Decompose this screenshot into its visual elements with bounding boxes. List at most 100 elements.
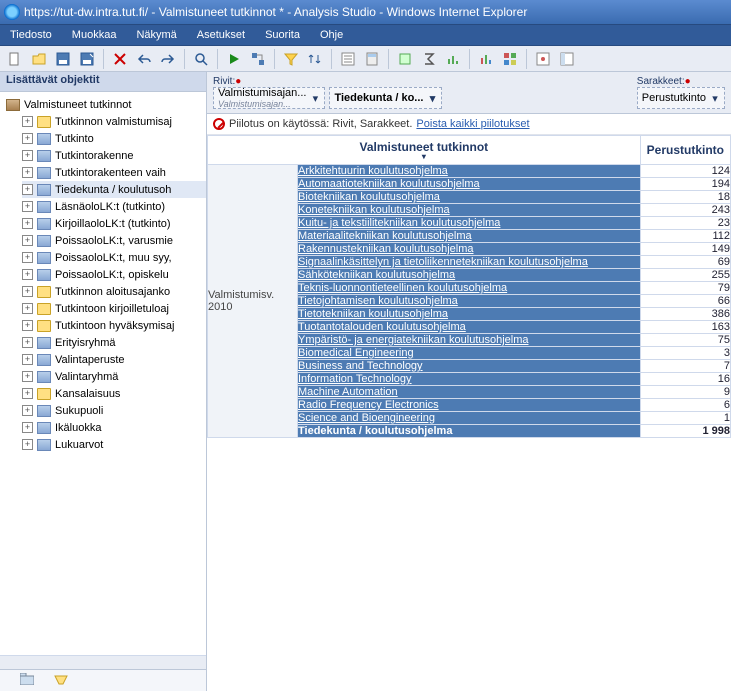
delete-icon[interactable] xyxy=(109,48,131,70)
row-label-cell[interactable]: Tietotekniikan koulutusohjelma xyxy=(298,308,641,321)
tree-item[interactable]: +Valintaryhmä xyxy=(22,368,206,385)
tree-item[interactable]: +Lukuarvot xyxy=(22,436,206,453)
expand-icon[interactable]: + xyxy=(22,354,33,365)
row-label-cell[interactable]: Rakennustekniikan koulutusohjelma xyxy=(298,243,641,256)
expand-icon[interactable]: + xyxy=(22,269,33,280)
pivot-icon[interactable] xyxy=(247,48,269,70)
palette-icon[interactable] xyxy=(499,48,521,70)
saveas-icon[interactable] xyxy=(76,48,98,70)
chart-icon[interactable] xyxy=(475,48,497,70)
tree-item[interactable]: +Valintaperuste xyxy=(22,351,206,368)
expand-icon[interactable]: + xyxy=(22,184,33,195)
row-label-link[interactable]: Radio Frequency Electronics xyxy=(298,399,439,411)
expand-icon[interactable]: + xyxy=(22,337,33,348)
table-row[interactable]: Valmistumisv. 2010Arkkitehtuurin koulutu… xyxy=(208,165,731,178)
sort-icon[interactable] xyxy=(304,48,326,70)
tree-item[interactable]: +Tutkintoon hyväksymisaj xyxy=(22,317,206,334)
tree-item[interactable]: +Tutkintorakenteen vaih xyxy=(22,164,206,181)
tree-item[interactable]: +Ikäluokka xyxy=(22,419,206,436)
row-label-cell[interactable]: Ympäristö- ja energiatekniikan koulutuso… xyxy=(298,334,641,347)
row-label-cell[interactable]: Konetekniikan koulutusohjelma xyxy=(298,204,641,217)
menu-nakyma[interactable]: Näkymä xyxy=(126,29,186,41)
expand-icon[interactable]: + xyxy=(22,320,33,331)
expand-icon[interactable]: + xyxy=(22,235,33,246)
row-label-cell[interactable]: Arkkitehtuurin koulutusohjelma xyxy=(298,165,641,178)
run-icon[interactable] xyxy=(223,48,245,70)
tree-item[interactable]: +Kansalaisuus xyxy=(22,385,206,402)
row-label-link[interactable]: Kuitu- ja tekstiilitekniikan koulutusohj… xyxy=(298,217,500,229)
row-label-link[interactable]: Teknis-luonnontieteellinen koulutusohjel… xyxy=(298,282,507,294)
row-label-link[interactable]: Automaatiotekniikan koulutusohjelma xyxy=(298,178,480,190)
chevron-down-icon[interactable]: ▾ xyxy=(710,92,720,105)
expand-icon[interactable]: + xyxy=(22,439,33,450)
row-label-link[interactable]: Tuotantotalouden koulutusohjelma xyxy=(298,321,466,333)
tree-item[interactable]: +Tutkintoon kirjoilletuloaj xyxy=(22,300,206,317)
row-label-cell[interactable]: Tuotantotalouden koulutusohjelma xyxy=(298,321,641,334)
undo-icon[interactable] xyxy=(133,48,155,70)
tree-item[interactable]: +Tutkinto xyxy=(22,130,206,147)
expand-icon[interactable]: + xyxy=(22,286,33,297)
chevron-down-icon[interactable]: ▾ xyxy=(310,92,320,105)
menu-ohje[interactable]: Ohje xyxy=(310,29,353,41)
chevron-down-icon[interactable]: ▾ xyxy=(427,92,437,105)
menu-muokkaa[interactable]: Muokkaa xyxy=(62,29,127,41)
expand-icon[interactable]: + xyxy=(22,116,33,127)
clear-filters-link[interactable]: Poista kaikki piilotukset xyxy=(416,118,529,130)
calc-icon[interactable] xyxy=(361,48,383,70)
menu-asetukset[interactable]: Asetukset xyxy=(187,29,255,41)
new-icon[interactable] xyxy=(4,48,26,70)
row-label-link[interactable]: Biotekniikan koulutusohjelma xyxy=(298,191,440,203)
tree-item[interactable]: +PoissaoloLK:t, muu syy, xyxy=(22,249,206,266)
row-label-link[interactable]: Sähkötekniikan koulutusohjelma xyxy=(298,269,455,281)
tree-item[interactable]: +LäsnäoloLK:t (tutkinto) xyxy=(22,198,206,215)
summary-icon[interactable] xyxy=(394,48,416,70)
row-label-link[interactable]: Signaalinkäsittelyn ja tietoliikennetekn… xyxy=(298,256,588,268)
row-label-cell[interactable]: Radio Frequency Electronics xyxy=(298,399,641,412)
tree-item[interactable]: +PoissaoloLK:t, opiskelu xyxy=(22,266,206,283)
tree-item[interactable]: +Sukupuoli xyxy=(22,402,206,419)
row-label-link[interactable]: Science and Bioengineering xyxy=(298,412,435,424)
tree-root[interactable]: Valmistuneet tutkinnot xyxy=(4,96,206,113)
row-label-link[interactable]: Ympäristö- ja energiatekniikan koulutuso… xyxy=(298,334,529,346)
expand-icon[interactable]: + xyxy=(22,252,33,263)
redo-icon[interactable] xyxy=(157,48,179,70)
total-label-cell[interactable]: Tiedekunta / koulutusohjelma xyxy=(298,425,641,438)
row-label-link[interactable]: Tietotekniikan koulutusohjelma xyxy=(298,308,448,320)
row-label-link[interactable]: Biomedical Engineering xyxy=(298,347,414,359)
chart-insert-icon[interactable] xyxy=(442,48,464,70)
tab-objects-icon[interactable] xyxy=(20,673,34,688)
menu-tiedosto[interactable]: Tiedosto xyxy=(0,29,62,41)
object-tree[interactable]: Valmistuneet tutkinnot +Tutkinnon valmis… xyxy=(0,92,206,655)
row-label-link[interactable]: Arkkitehtuurin koulutusohjelma xyxy=(298,165,448,177)
expand-icon[interactable]: + xyxy=(22,218,33,229)
search-icon[interactable] xyxy=(190,48,212,70)
row-label-link[interactable]: Konetekniikan koulutusohjelma xyxy=(298,204,450,216)
tab-search-icon[interactable] xyxy=(54,673,68,688)
row-label-cell[interactable]: Information Technology xyxy=(298,373,641,386)
grid-header-right[interactable]: Perustutkinto xyxy=(640,136,730,165)
expand-icon[interactable]: + xyxy=(22,201,33,212)
expand-icon[interactable]: + xyxy=(22,405,33,416)
row-label-cell[interactable]: Tietojohtamisen koulutusohjelma xyxy=(298,295,641,308)
row-label-link[interactable]: Machine Automation xyxy=(298,386,398,398)
grid-header-left[interactable]: Valmistuneet tutkinnot ▾ xyxy=(208,136,641,165)
row-label-cell[interactable]: Biomedical Engineering xyxy=(298,347,641,360)
expand-icon[interactable]: + xyxy=(22,388,33,399)
menu-suorita[interactable]: Suorita xyxy=(255,29,310,41)
filter-icon[interactable] xyxy=(280,48,302,70)
expand-icon[interactable]: + xyxy=(22,303,33,314)
row-label-link[interactable]: Materiaalitekniikan koulutusohjelma xyxy=(298,230,472,242)
tree-item[interactable]: +Tutkinnon valmistumisaj xyxy=(22,113,206,130)
options-icon[interactable] xyxy=(532,48,554,70)
row-label-cell[interactable]: Biotekniikan koulutusohjelma xyxy=(298,191,641,204)
tree-item[interactable]: +Tutkintorakenne xyxy=(22,147,206,164)
tree-item[interactable]: +Erityisryhmä xyxy=(22,334,206,351)
tree-item[interactable]: +Tiedekunta / koulutusoh xyxy=(22,181,206,198)
save-icon[interactable] xyxy=(52,48,74,70)
tree-item[interactable]: +PoissaoloLK:t, varusmie xyxy=(22,232,206,249)
layout-icon[interactable] xyxy=(556,48,578,70)
tree-item[interactable]: +Tutkinnon aloitusajanko xyxy=(22,283,206,300)
expand-icon[interactable]: + xyxy=(22,167,33,178)
row-label-cell[interactable]: Signaalinkäsittelyn ja tietoliikennetekn… xyxy=(298,256,641,269)
tree-item[interactable]: +KirjoillaoloLK:t (tutkinto) xyxy=(22,215,206,232)
